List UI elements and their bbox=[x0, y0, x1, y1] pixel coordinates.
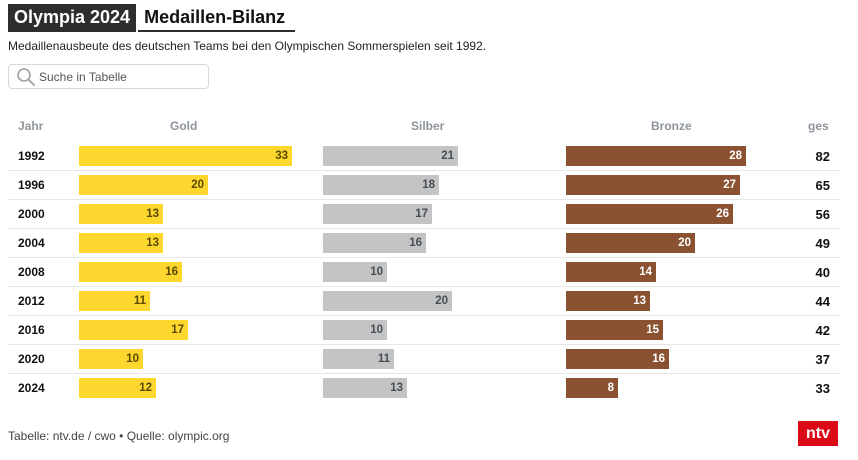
bronze-value-label: 8 bbox=[607, 382, 614, 394]
search-input[interactable] bbox=[39, 69, 199, 84]
table-row: 2000 13 17 26 56 bbox=[8, 200, 840, 229]
bronze-value-label: 14 bbox=[639, 266, 652, 278]
silver-bar: 18 bbox=[323, 175, 439, 195]
bronze-bar: 26 bbox=[566, 204, 733, 224]
table-row: 2008 16 10 14 40 bbox=[8, 258, 840, 287]
gold-bar: 11 bbox=[79, 291, 150, 311]
row-total: 44 bbox=[815, 294, 830, 309]
bronze-bar: 14 bbox=[566, 262, 656, 282]
column-header-silver[interactable]: Silber bbox=[411, 119, 445, 133]
bronze-value-label: 26 bbox=[716, 208, 729, 220]
bronze-bar: 16 bbox=[566, 349, 669, 369]
bronze-value-label: 27 bbox=[723, 179, 736, 191]
gold-bar: 13 bbox=[79, 204, 163, 224]
silver-value-label: 16 bbox=[409, 237, 422, 249]
gold-value-label: 16 bbox=[165, 266, 178, 278]
bronze-bar: 20 bbox=[566, 233, 695, 253]
row-year: 2016 bbox=[18, 323, 45, 337]
bronze-value-label: 20 bbox=[678, 237, 691, 249]
gold-bar: 20 bbox=[79, 175, 208, 195]
ntv-logo: ntv bbox=[798, 421, 838, 446]
row-year: 2000 bbox=[18, 207, 45, 221]
bronze-bar: 13 bbox=[566, 291, 650, 311]
silver-bar: 21 bbox=[323, 146, 458, 166]
silver-bar: 10 bbox=[323, 262, 387, 282]
silver-value-label: 13 bbox=[390, 382, 403, 394]
silver-value-label: 11 bbox=[377, 353, 390, 365]
column-header-gold[interactable]: Gold bbox=[170, 119, 198, 133]
gold-bar: 33 bbox=[79, 146, 292, 166]
chart-title: Olympia 2024 Medaillen-Bilanz bbox=[8, 4, 296, 32]
gold-value-label: 33 bbox=[275, 150, 288, 162]
table-row: 2016 17 10 15 42 bbox=[8, 316, 840, 345]
bronze-bar: 8 bbox=[566, 378, 618, 398]
bronze-bar: 27 bbox=[566, 175, 740, 195]
bronze-value-label: 13 bbox=[633, 295, 646, 307]
row-year: 1992 bbox=[18, 149, 45, 163]
table-row: 2012 11 20 13 44 bbox=[8, 287, 840, 316]
bronze-bar: 15 bbox=[566, 320, 663, 340]
gold-value-label: 12 bbox=[139, 382, 152, 394]
row-total: 82 bbox=[815, 149, 830, 164]
row-year: 1996 bbox=[18, 178, 45, 192]
gold-value-label: 13 bbox=[146, 237, 159, 249]
column-header-bronze[interactable]: Bronze bbox=[651, 119, 692, 133]
subtitle: Medaillenausbeute des deutschen Teams be… bbox=[8, 39, 487, 53]
silver-value-label: 10 bbox=[370, 266, 383, 278]
silver-bar: 16 bbox=[323, 233, 426, 253]
row-total: 42 bbox=[815, 323, 830, 338]
row-total: 49 bbox=[815, 236, 830, 251]
silver-bar: 13 bbox=[323, 378, 407, 398]
source-note: Tabelle: ntv.de / cwo • Quelle: olympic.… bbox=[8, 429, 230, 443]
gold-value-label: 11 bbox=[133, 295, 146, 307]
gold-value-label: 13 bbox=[146, 208, 159, 220]
gold-value-label: 17 bbox=[171, 324, 184, 336]
title-main: Medaillen-Bilanz bbox=[138, 4, 296, 32]
row-total: 40 bbox=[815, 265, 830, 280]
silver-bar: 17 bbox=[323, 204, 432, 224]
row-year: 2004 bbox=[18, 236, 45, 250]
row-total: 56 bbox=[815, 207, 830, 222]
row-total: 37 bbox=[815, 352, 830, 367]
search-icon bbox=[17, 67, 35, 86]
silver-value-label: 18 bbox=[422, 179, 435, 191]
silver-bar: 10 bbox=[323, 320, 387, 340]
gold-bar: 17 bbox=[79, 320, 188, 340]
table-row: 1992 33 21 28 82 bbox=[8, 142, 840, 171]
bronze-bar: 28 bbox=[566, 146, 746, 166]
table-row: 2020 10 11 16 37 bbox=[8, 345, 840, 374]
gold-bar: 10 bbox=[79, 349, 143, 369]
column-header-year[interactable]: Jahr bbox=[18, 119, 44, 133]
gold-bar: 13 bbox=[79, 233, 163, 253]
table-search[interactable] bbox=[8, 64, 209, 89]
table-row: 2004 13 16 20 49 bbox=[8, 229, 840, 258]
silver-bar: 20 bbox=[323, 291, 452, 311]
row-year: 2008 bbox=[18, 265, 45, 279]
table-row: 2024 12 13 8 33 bbox=[8, 374, 840, 403]
row-year: 2012 bbox=[18, 294, 45, 308]
silver-value-label: 20 bbox=[435, 295, 448, 307]
row-year: 2024 bbox=[18, 381, 45, 395]
bronze-value-label: 16 bbox=[652, 353, 665, 365]
row-total: 33 bbox=[815, 381, 830, 396]
title-highlight: Olympia 2024 bbox=[8, 4, 137, 32]
gold-bar: 12 bbox=[79, 378, 156, 398]
gold-bar: 16 bbox=[79, 262, 182, 282]
table-row: 1996 20 18 27 65 bbox=[8, 171, 840, 200]
gold-value-label: 10 bbox=[126, 353, 139, 365]
bronze-value-label: 15 bbox=[646, 324, 659, 336]
silver-value-label: 21 bbox=[441, 150, 454, 162]
column-header-total[interactable]: ges bbox=[808, 119, 829, 133]
silver-bar: 11 bbox=[323, 349, 394, 369]
gold-value-label: 20 bbox=[191, 179, 204, 191]
row-total: 65 bbox=[815, 178, 830, 193]
row-year: 2020 bbox=[18, 352, 45, 366]
silver-value-label: 17 bbox=[415, 208, 428, 220]
silver-value-label: 10 bbox=[370, 324, 383, 336]
bronze-value-label: 28 bbox=[729, 150, 742, 162]
